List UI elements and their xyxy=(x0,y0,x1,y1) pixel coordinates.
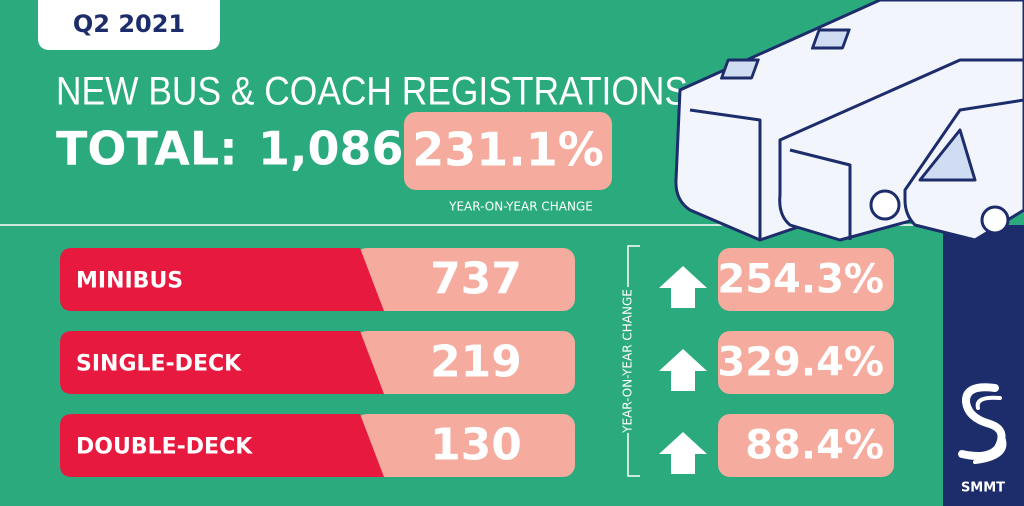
logo-text: SMMT xyxy=(961,481,1005,496)
label-box xyxy=(60,414,384,477)
row-label: DOUBLE-DECK xyxy=(76,435,253,460)
rows: MINIBUS 737 254.3% SINGLE-DECK 219 329.4% DOUB… xyxy=(60,248,894,477)
value-box xyxy=(355,414,575,477)
row-change: 254.3% xyxy=(717,257,884,303)
logo-mark-lines xyxy=(973,395,1007,464)
up-arrow xyxy=(659,349,707,391)
total-change-box xyxy=(404,112,612,190)
change-box xyxy=(718,331,894,394)
row-change: 88.4% xyxy=(745,423,884,469)
vehicles-illustration xyxy=(674,0,1024,242)
up-arrow xyxy=(659,266,707,308)
label-box xyxy=(60,248,384,311)
change-box xyxy=(718,248,894,311)
change-box xyxy=(718,414,894,477)
logo-strip xyxy=(943,225,1024,506)
row-value: 737 xyxy=(430,254,522,305)
total-label: TOTAL: xyxy=(56,122,238,176)
total-change-label: YEAR-ON-YEAR CHANGE xyxy=(448,200,593,214)
label-box xyxy=(60,331,384,394)
up-arrow xyxy=(659,432,707,474)
logo-mark xyxy=(958,383,1006,460)
value-box xyxy=(355,331,575,394)
title: NEW BUS & COACH REGISTRATIONS xyxy=(56,70,688,114)
value-box xyxy=(355,248,575,311)
side-bracket xyxy=(627,245,640,477)
row-change: 329.4% xyxy=(717,340,884,386)
side-label: YEAR-ON-YEAR CHANGE xyxy=(621,289,635,434)
period: Q2 2021 xyxy=(73,10,185,38)
row-label: SINGLE-DECK xyxy=(76,352,242,377)
total-change: 231.1% xyxy=(412,123,604,177)
total-value: 1,086 xyxy=(258,122,404,176)
period-tab xyxy=(38,0,220,50)
row-value: 130 xyxy=(430,420,522,471)
row-label: MINIBUS xyxy=(76,269,183,294)
row-value: 219 xyxy=(430,337,522,388)
